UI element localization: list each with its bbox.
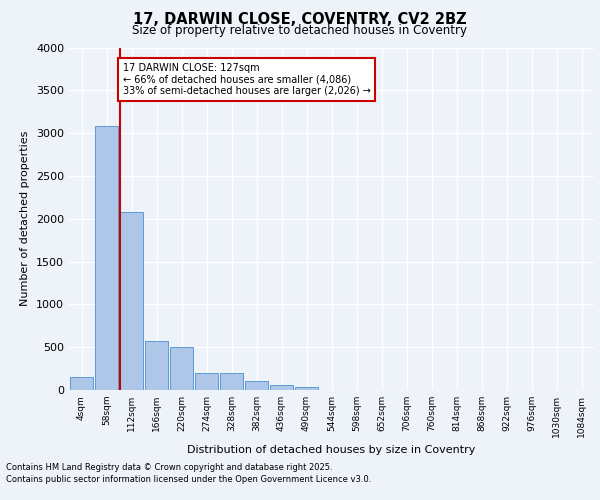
Bar bbox=[270, 385, 293, 390]
X-axis label: Distribution of detached houses by size in Coventry: Distribution of detached houses by size … bbox=[187, 446, 476, 456]
Bar bbox=[120, 212, 143, 390]
Y-axis label: Number of detached properties: Number of detached properties bbox=[20, 131, 31, 306]
Bar bbox=[145, 341, 168, 390]
Bar bbox=[70, 377, 93, 390]
Text: Contains HM Land Registry data © Crown copyright and database right 2025.: Contains HM Land Registry data © Crown c… bbox=[6, 464, 332, 472]
Text: Size of property relative to detached houses in Coventry: Size of property relative to detached ho… bbox=[133, 24, 467, 37]
Bar bbox=[220, 373, 243, 390]
Bar bbox=[170, 347, 193, 390]
Bar bbox=[295, 386, 318, 390]
Text: 17 DARWIN CLOSE: 127sqm
← 66% of detached houses are smaller (4,086)
33% of semi: 17 DARWIN CLOSE: 127sqm ← 66% of detache… bbox=[123, 63, 371, 96]
Text: Contains public sector information licensed under the Open Government Licence v3: Contains public sector information licen… bbox=[6, 475, 371, 484]
Text: 17, DARWIN CLOSE, COVENTRY, CV2 2BZ: 17, DARWIN CLOSE, COVENTRY, CV2 2BZ bbox=[133, 12, 467, 28]
Bar bbox=[95, 126, 118, 390]
Bar bbox=[195, 373, 218, 390]
Bar bbox=[245, 382, 268, 390]
